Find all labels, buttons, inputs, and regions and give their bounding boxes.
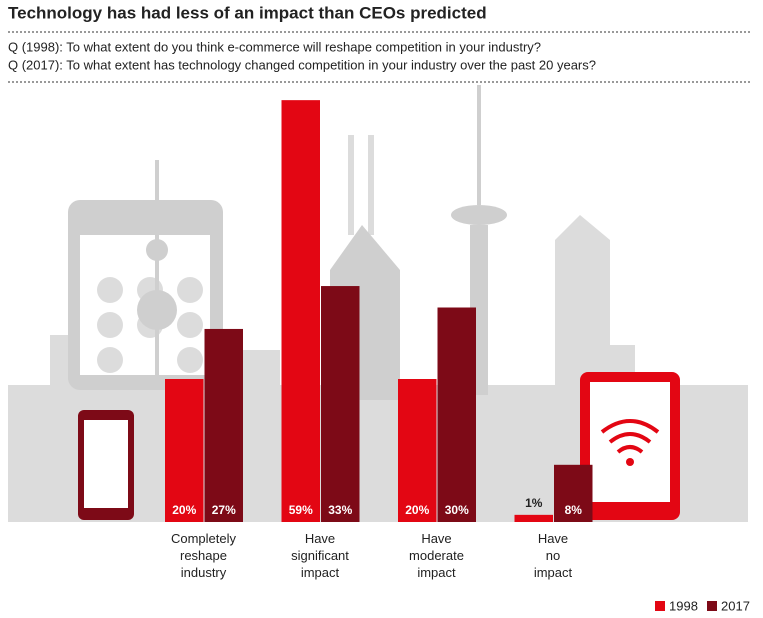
legend-swatch [707,601,717,611]
value-label: 33% [328,503,352,517]
bar [165,379,204,522]
value-label: 30% [445,503,469,517]
bar [554,464,593,522]
category-label: Have no impact [534,531,573,580]
bar [204,328,243,522]
bar [514,514,553,522]
legend-swatch [655,601,665,611]
bar [281,100,320,523]
value-label: 20% [172,503,196,517]
value-label: 1% [525,496,543,510]
value-label: 27% [212,503,236,517]
bar [321,286,360,522]
skyline [8,85,748,522]
value-label: 20% [405,503,429,517]
bar [398,379,437,522]
category-label: Have significant impact [291,531,349,580]
subtitle: Q (2017): To what extent has technology … [8,57,596,72]
legend-label: 1998 [669,598,698,613]
value-label: 8% [565,503,583,517]
category-label: Have moderate impact [409,531,464,580]
category-label: Completely reshape industry [171,531,237,580]
bar [437,307,476,522]
legend-label: 2017 [721,598,750,613]
chart-title: Technology has had less of an impact tha… [8,3,487,22]
value-label: 59% [289,503,313,517]
subtitle: Q (1998): To what extent do you think e-… [8,39,541,54]
